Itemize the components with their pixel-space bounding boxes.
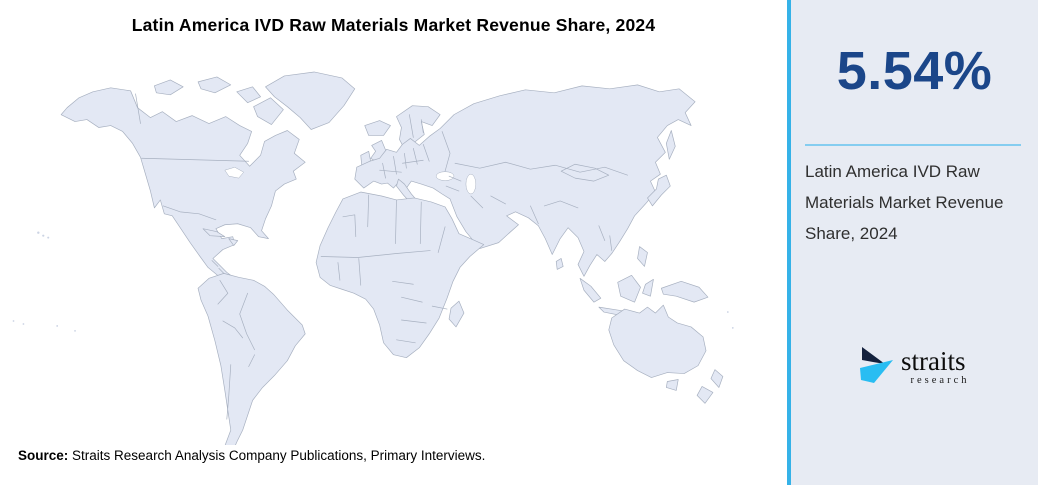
continent-south-america	[197, 273, 306, 445]
logo-wordmark: straits	[901, 346, 966, 376]
continent-africa	[315, 191, 485, 359]
source-text: Straits Research Analysis Company Public…	[72, 448, 486, 463]
greenland	[265, 71, 356, 130]
straits-logo-icon	[860, 347, 893, 383]
source-label: Source:	[18, 448, 69, 463]
straits-logo: straits research	[860, 346, 967, 387]
stats-sidebar: 5.54% Latin America IVD Raw Materials Ma…	[787, 0, 1038, 485]
world-map	[12, 71, 734, 445]
map-panel: Latin America IVD Raw Materials Market R…	[12, 15, 734, 463]
continent-north-america	[60, 87, 306, 285]
logo-subtext: research	[910, 375, 970, 386]
divider	[805, 144, 1021, 146]
chart-title: Latin America IVD Raw Materials Market R…	[131, 15, 656, 35]
sidebar-caption: Latin America IVD Raw Materials Market R…	[805, 162, 1004, 243]
source-note: Source: Straits Research Analysis Compan…	[18, 448, 485, 463]
continent-australia	[608, 304, 707, 378]
logo-text: straits research	[901, 346, 967, 387]
continent-eurasia	[354, 84, 696, 277]
revenue-share-value: 5.54%	[836, 41, 993, 101]
accent-bar	[787, 0, 791, 485]
